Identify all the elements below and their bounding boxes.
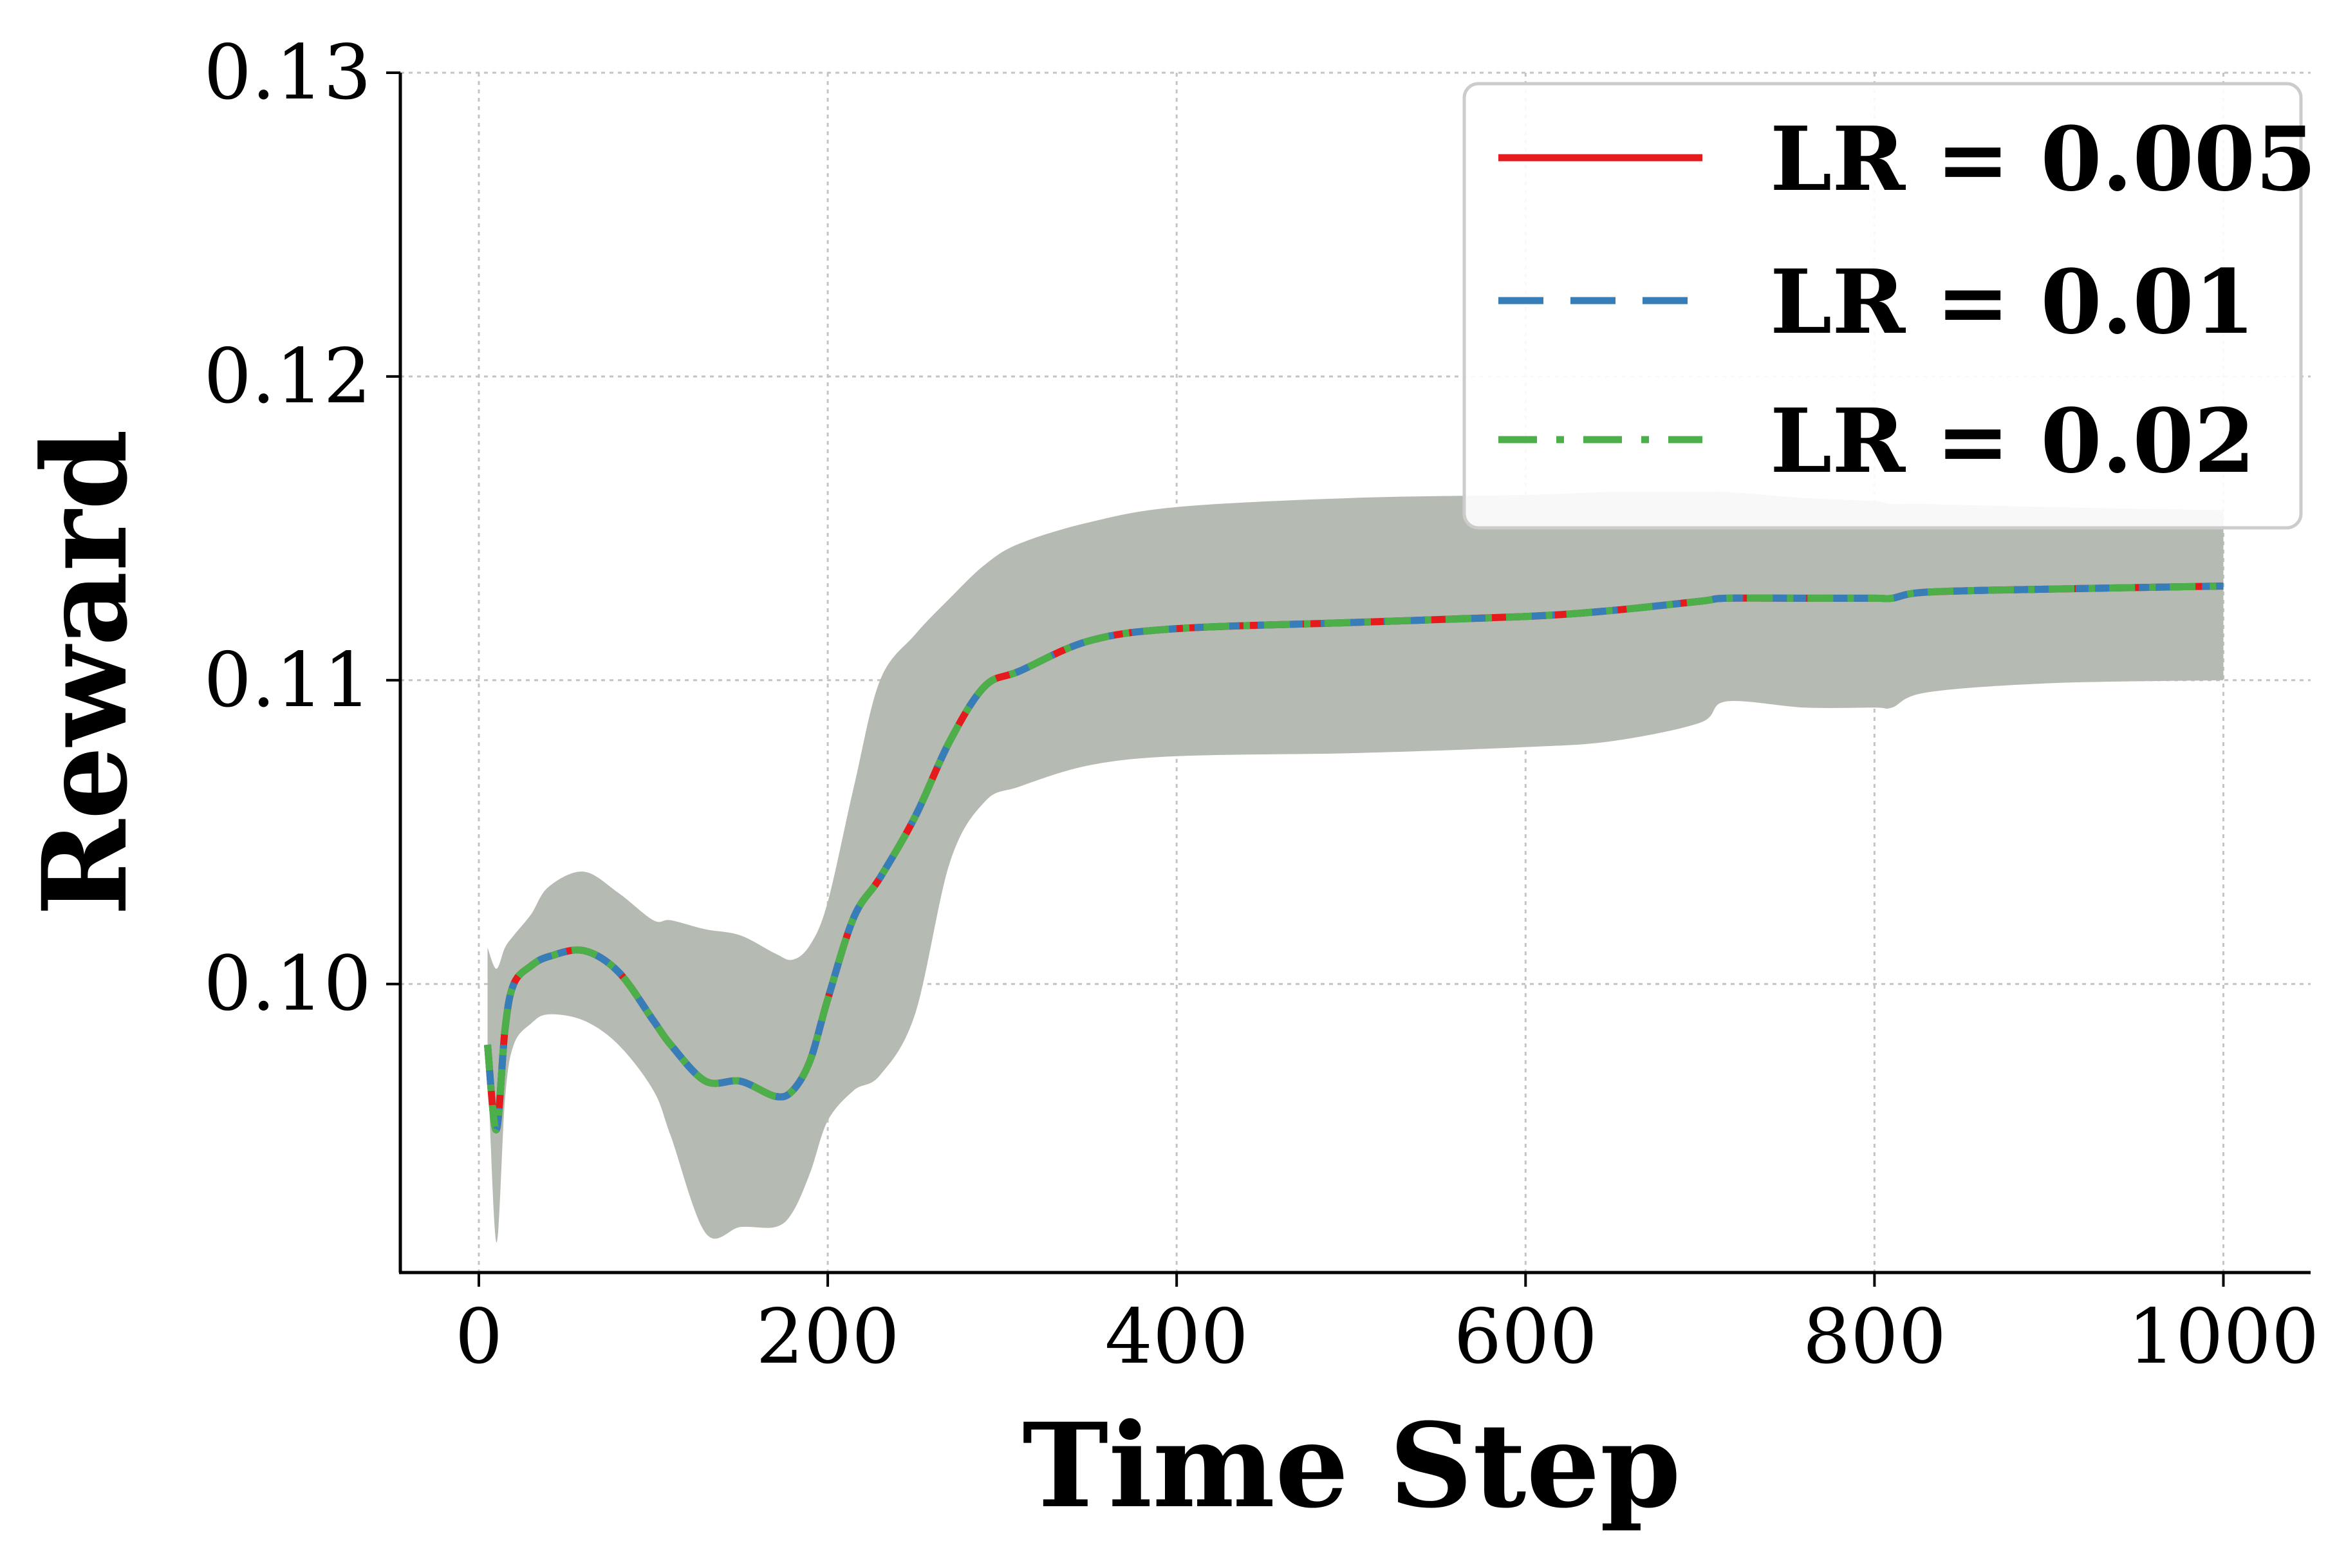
axis-ticks: 0 200 400 600 800 1000 0.10 0.11 0.12 0.13 [203,28,2319,1381]
y-tick-label: 0.10 [203,940,371,1028]
series-lines [484,583,2224,1134]
confidence-band [487,491,2224,1243]
legend-label-lr-002: LR = 0.02 [1770,389,2255,493]
legend-label-lr-001: LR = 0.01 [1770,250,2255,354]
x-tick-label: 1000 [2128,1293,2320,1381]
x-tick-label: 800 [1803,1293,1946,1381]
legend-label-lr-0005: LR = 0.005 [1770,107,2316,211]
x-tick-label: 200 [756,1293,899,1381]
legend-item-lr-001: LR = 0.01 [1498,250,2255,354]
y-tick-label: 0.12 [203,332,371,420]
x-tick-label: 400 [1105,1293,1249,1381]
y-tick-label: 0.13 [203,28,371,117]
x-axis-label: Time Step [1022,1398,1681,1534]
legend-item-lr-0005: LR = 0.005 [1498,107,2316,211]
x-tick-label: 600 [1454,1293,1597,1381]
legend-box [1462,82,2303,530]
x-tick-label: 0 [455,1293,503,1381]
y-axis-label: Reward [17,429,153,916]
legend-item-lr-002: LR = 0.02 [1498,389,2255,493]
legend: LR = 0.005 LR = 0.01 LR = 0.02 [1462,82,2316,530]
axes [398,73,2311,1274]
y-tick-label: 0.11 [203,636,371,724]
series-line-3 [484,583,2224,1134]
